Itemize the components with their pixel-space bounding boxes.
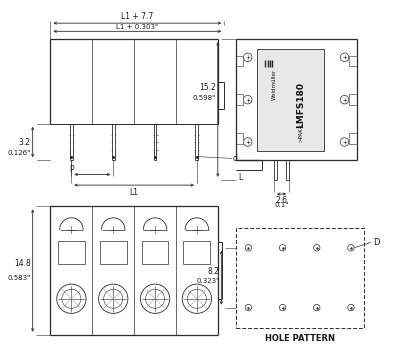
Text: 0.598": 0.598" bbox=[193, 95, 216, 101]
Text: 0.126": 0.126" bbox=[8, 150, 31, 156]
Text: 2.6: 2.6 bbox=[276, 196, 288, 205]
Text: L1 + 7.7: L1 + 7.7 bbox=[121, 12, 154, 21]
Bar bbox=[100, 241, 127, 264]
Text: >PAK<: >PAK< bbox=[298, 122, 303, 142]
Text: L1 + 0.303": L1 + 0.303" bbox=[116, 23, 158, 30]
Bar bbox=[349, 94, 357, 105]
Text: L: L bbox=[238, 173, 243, 182]
Text: 0.583": 0.583" bbox=[8, 275, 31, 281]
Text: 8.2: 8.2 bbox=[208, 267, 220, 276]
Bar bbox=[349, 56, 357, 66]
Bar bbox=[236, 133, 243, 144]
Text: L1: L1 bbox=[130, 188, 139, 197]
Text: 14.8: 14.8 bbox=[14, 259, 31, 268]
Bar bbox=[236, 56, 243, 66]
Text: Weidmüller: Weidmüller bbox=[272, 69, 276, 100]
Text: 3.2: 3.2 bbox=[19, 137, 31, 147]
Text: HOLE PATTERN: HOLE PATTERN bbox=[265, 334, 335, 343]
Text: 15.2: 15.2 bbox=[199, 83, 216, 92]
Bar bbox=[184, 241, 210, 264]
Bar bbox=[349, 133, 357, 144]
Text: 0.1": 0.1" bbox=[274, 202, 289, 208]
Bar bbox=[257, 49, 324, 151]
Bar bbox=[142, 241, 168, 264]
Bar bbox=[236, 228, 364, 328]
Text: d: d bbox=[233, 154, 238, 163]
Bar bbox=[58, 241, 85, 264]
Bar bbox=[236, 94, 243, 105]
Text: P: P bbox=[69, 164, 74, 174]
Text: 0.323": 0.323" bbox=[196, 278, 220, 284]
Text: LMFS180: LMFS180 bbox=[296, 82, 305, 128]
Text: D: D bbox=[373, 238, 379, 247]
